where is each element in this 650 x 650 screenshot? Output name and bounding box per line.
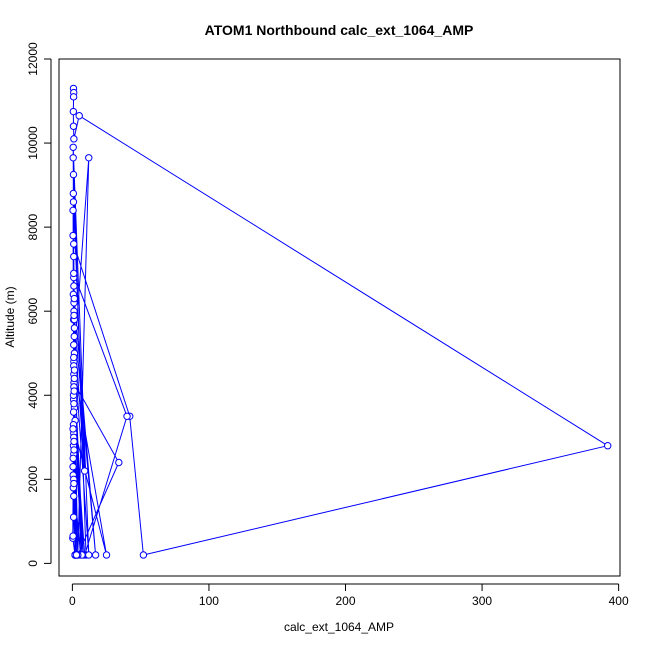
y-tick-label: 12000	[26, 42, 40, 76]
data-point	[70, 387, 78, 395]
data-point	[70, 353, 78, 362]
y-axis-label: Altitude (m)	[3, 286, 17, 347]
x-tick-label: 300	[472, 594, 492, 608]
y-tick-label: 8000	[26, 213, 40, 240]
data-point	[69, 107, 78, 116]
data-point	[69, 408, 78, 416]
data-point	[69, 463, 77, 471]
data-point	[69, 143, 77, 151]
y-tick-label: 10000	[26, 126, 40, 160]
data-point	[69, 154, 77, 162]
plot-frame	[58, 58, 621, 577]
data-point	[102, 551, 111, 559]
data-point	[604, 441, 612, 450]
data-point	[69, 513, 78, 521]
series-line	[72, 88, 609, 556]
data-point	[70, 294, 78, 303]
data-point	[69, 198, 78, 206]
data-point	[139, 551, 148, 559]
data-point	[69, 170, 78, 179]
data-point	[72, 551, 81, 559]
data-point	[70, 366, 79, 374]
y-tick-label: 0	[26, 560, 40, 567]
y-tick-label: 2000	[26, 466, 40, 493]
data-point	[70, 492, 78, 500]
data-point	[75, 112, 83, 120]
data-point	[70, 332, 78, 341]
data-point	[70, 399, 78, 408]
data-point	[80, 467, 89, 475]
data-point	[70, 135, 78, 143]
y-tick-label: 6000	[26, 298, 40, 325]
data-point	[69, 189, 78, 198]
data-point	[69, 532, 77, 540]
series-group	[69, 84, 612, 559]
data-point	[70, 252, 78, 261]
data-point	[115, 458, 123, 467]
data-point	[70, 324, 79, 332]
chart-title: ATOM1 Northbound calc_ext_1064_AMP	[205, 22, 474, 38]
data-point	[70, 437, 78, 446]
data-point	[70, 240, 78, 248]
data-point	[85, 551, 93, 559]
data-point	[70, 311, 78, 320]
x-tick-label: 0	[69, 594, 76, 608]
data-point	[70, 446, 78, 454]
data-point	[69, 231, 77, 240]
y-tick-label: 4000	[26, 382, 40, 409]
data-point	[69, 93, 78, 101]
x-tick-label: 100	[199, 594, 219, 608]
x-axis-label: calc_ext_1064_AMP	[284, 620, 394, 634]
data-point	[123, 412, 131, 420]
data-point	[69, 454, 77, 463]
x-tick-label: 400	[609, 594, 629, 608]
data-point	[70, 374, 78, 383]
data-point	[70, 269, 78, 278]
data-point	[70, 341, 78, 349]
data-point	[91, 551, 100, 559]
x-tick-label: 200	[335, 594, 355, 608]
data-point	[69, 206, 77, 215]
data-point	[85, 154, 93, 162]
data-point	[69, 425, 77, 433]
data-point	[69, 122, 78, 130]
data-point	[70, 479, 78, 488]
data-point	[70, 282, 78, 290]
